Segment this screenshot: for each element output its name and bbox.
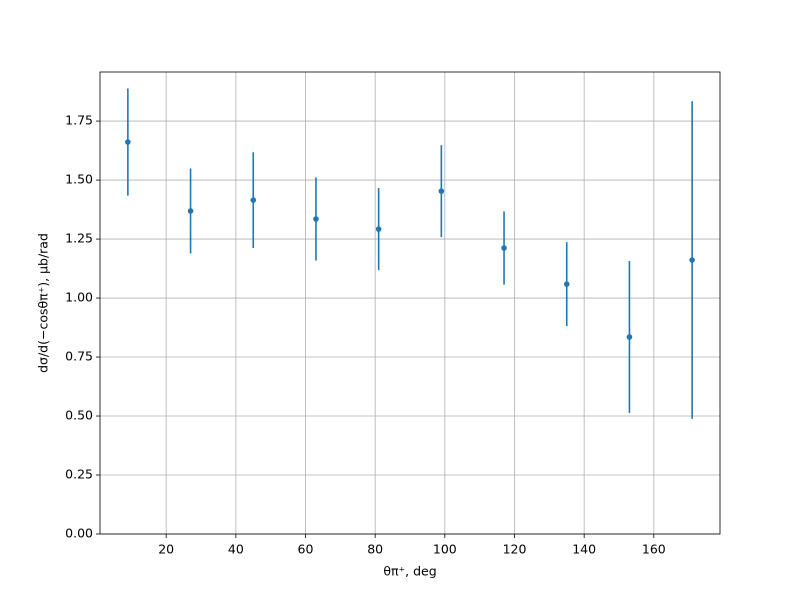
x-tick-label: 40 xyxy=(228,542,244,557)
data-point xyxy=(626,334,633,340)
y-tick-label: 0.00 xyxy=(65,526,93,541)
x-axis-label: θπ⁺, deg xyxy=(383,564,436,579)
data-point xyxy=(375,226,382,232)
x-tick-label: 160 xyxy=(642,542,666,557)
data-point xyxy=(563,281,570,287)
x-tick-label: 120 xyxy=(503,542,527,557)
data-point xyxy=(187,208,194,214)
data-point xyxy=(501,245,507,251)
y-tick-label: 1.25 xyxy=(65,231,93,246)
y-tick-label: 1.50 xyxy=(65,172,93,187)
data-point xyxy=(250,197,257,203)
y-tick-label: 0.25 xyxy=(65,467,93,482)
x-tick-label: 60 xyxy=(298,542,314,557)
y-tick-label: 1.75 xyxy=(65,113,93,128)
x-tick-label: 80 xyxy=(367,542,383,557)
x-tick-label: 20 xyxy=(158,542,174,557)
y-tick-label: 0.75 xyxy=(65,349,93,364)
data-point xyxy=(125,139,131,145)
x-tick-label: 140 xyxy=(572,542,596,557)
y-tick-label: 1.00 xyxy=(65,290,93,305)
data-point xyxy=(313,216,319,222)
data-point xyxy=(689,257,695,263)
plot-frame xyxy=(99,71,721,535)
y-tick-label: 0.50 xyxy=(65,408,93,423)
x-tick-label: 100 xyxy=(433,542,457,557)
data-point xyxy=(438,188,445,194)
y-axis-label: dσ/d(−cosθπ⁺), μb/rad xyxy=(36,233,51,373)
